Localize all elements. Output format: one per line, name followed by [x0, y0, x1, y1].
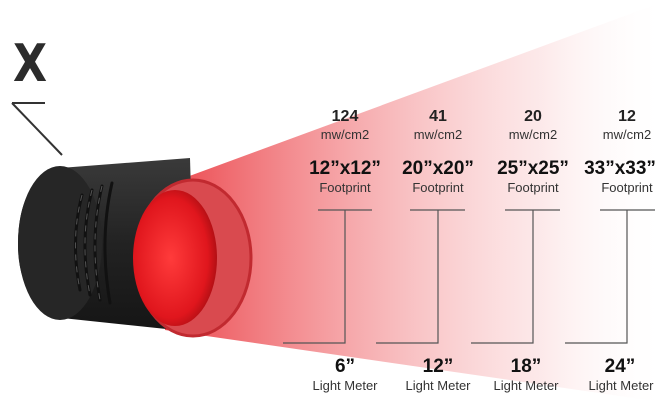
distance-value: 12” — [422, 356, 454, 377]
logo-letter: X — [13, 34, 48, 94]
distance-value: 18” — [510, 356, 542, 377]
footprint-size: 20”x20” — [402, 158, 474, 179]
distance-value: 6” — [334, 356, 356, 377]
intensity-unit: mw/cm2 — [508, 127, 558, 142]
logo-diagonal — [11, 102, 63, 156]
footprint-size: 12”x12” — [309, 158, 381, 179]
footprint-label: Footprint — [319, 180, 371, 195]
footprint-size: 33”x33” — [584, 158, 656, 179]
distance-label: Light Meter — [493, 378, 559, 393]
intensity-value: 12 — [618, 108, 636, 125]
footprint-label: Footprint — [507, 180, 559, 195]
distance-value: 24” — [604, 356, 636, 377]
footprint-label: Footprint — [412, 180, 464, 195]
distance-label: Light Meter — [588, 378, 654, 393]
intensity-value: 41 — [429, 108, 447, 125]
intensity-unit: mw/cm2 — [602, 127, 652, 142]
intensity-value: 20 — [524, 108, 542, 125]
distance-label: Light Meter — [405, 378, 471, 393]
intensity-unit: mw/cm2 — [413, 127, 463, 142]
footprint-size: 25”x25” — [497, 158, 569, 179]
light-beam — [165, 0, 668, 403]
footprint-label: Footprint — [601, 180, 653, 195]
intensity-value: 124 — [331, 108, 359, 125]
connector-lines — [283, 209, 655, 344]
intensity-unit: mw/cm2 — [320, 127, 370, 142]
distance-label: Light Meter — [312, 378, 378, 393]
lens — [133, 190, 217, 326]
